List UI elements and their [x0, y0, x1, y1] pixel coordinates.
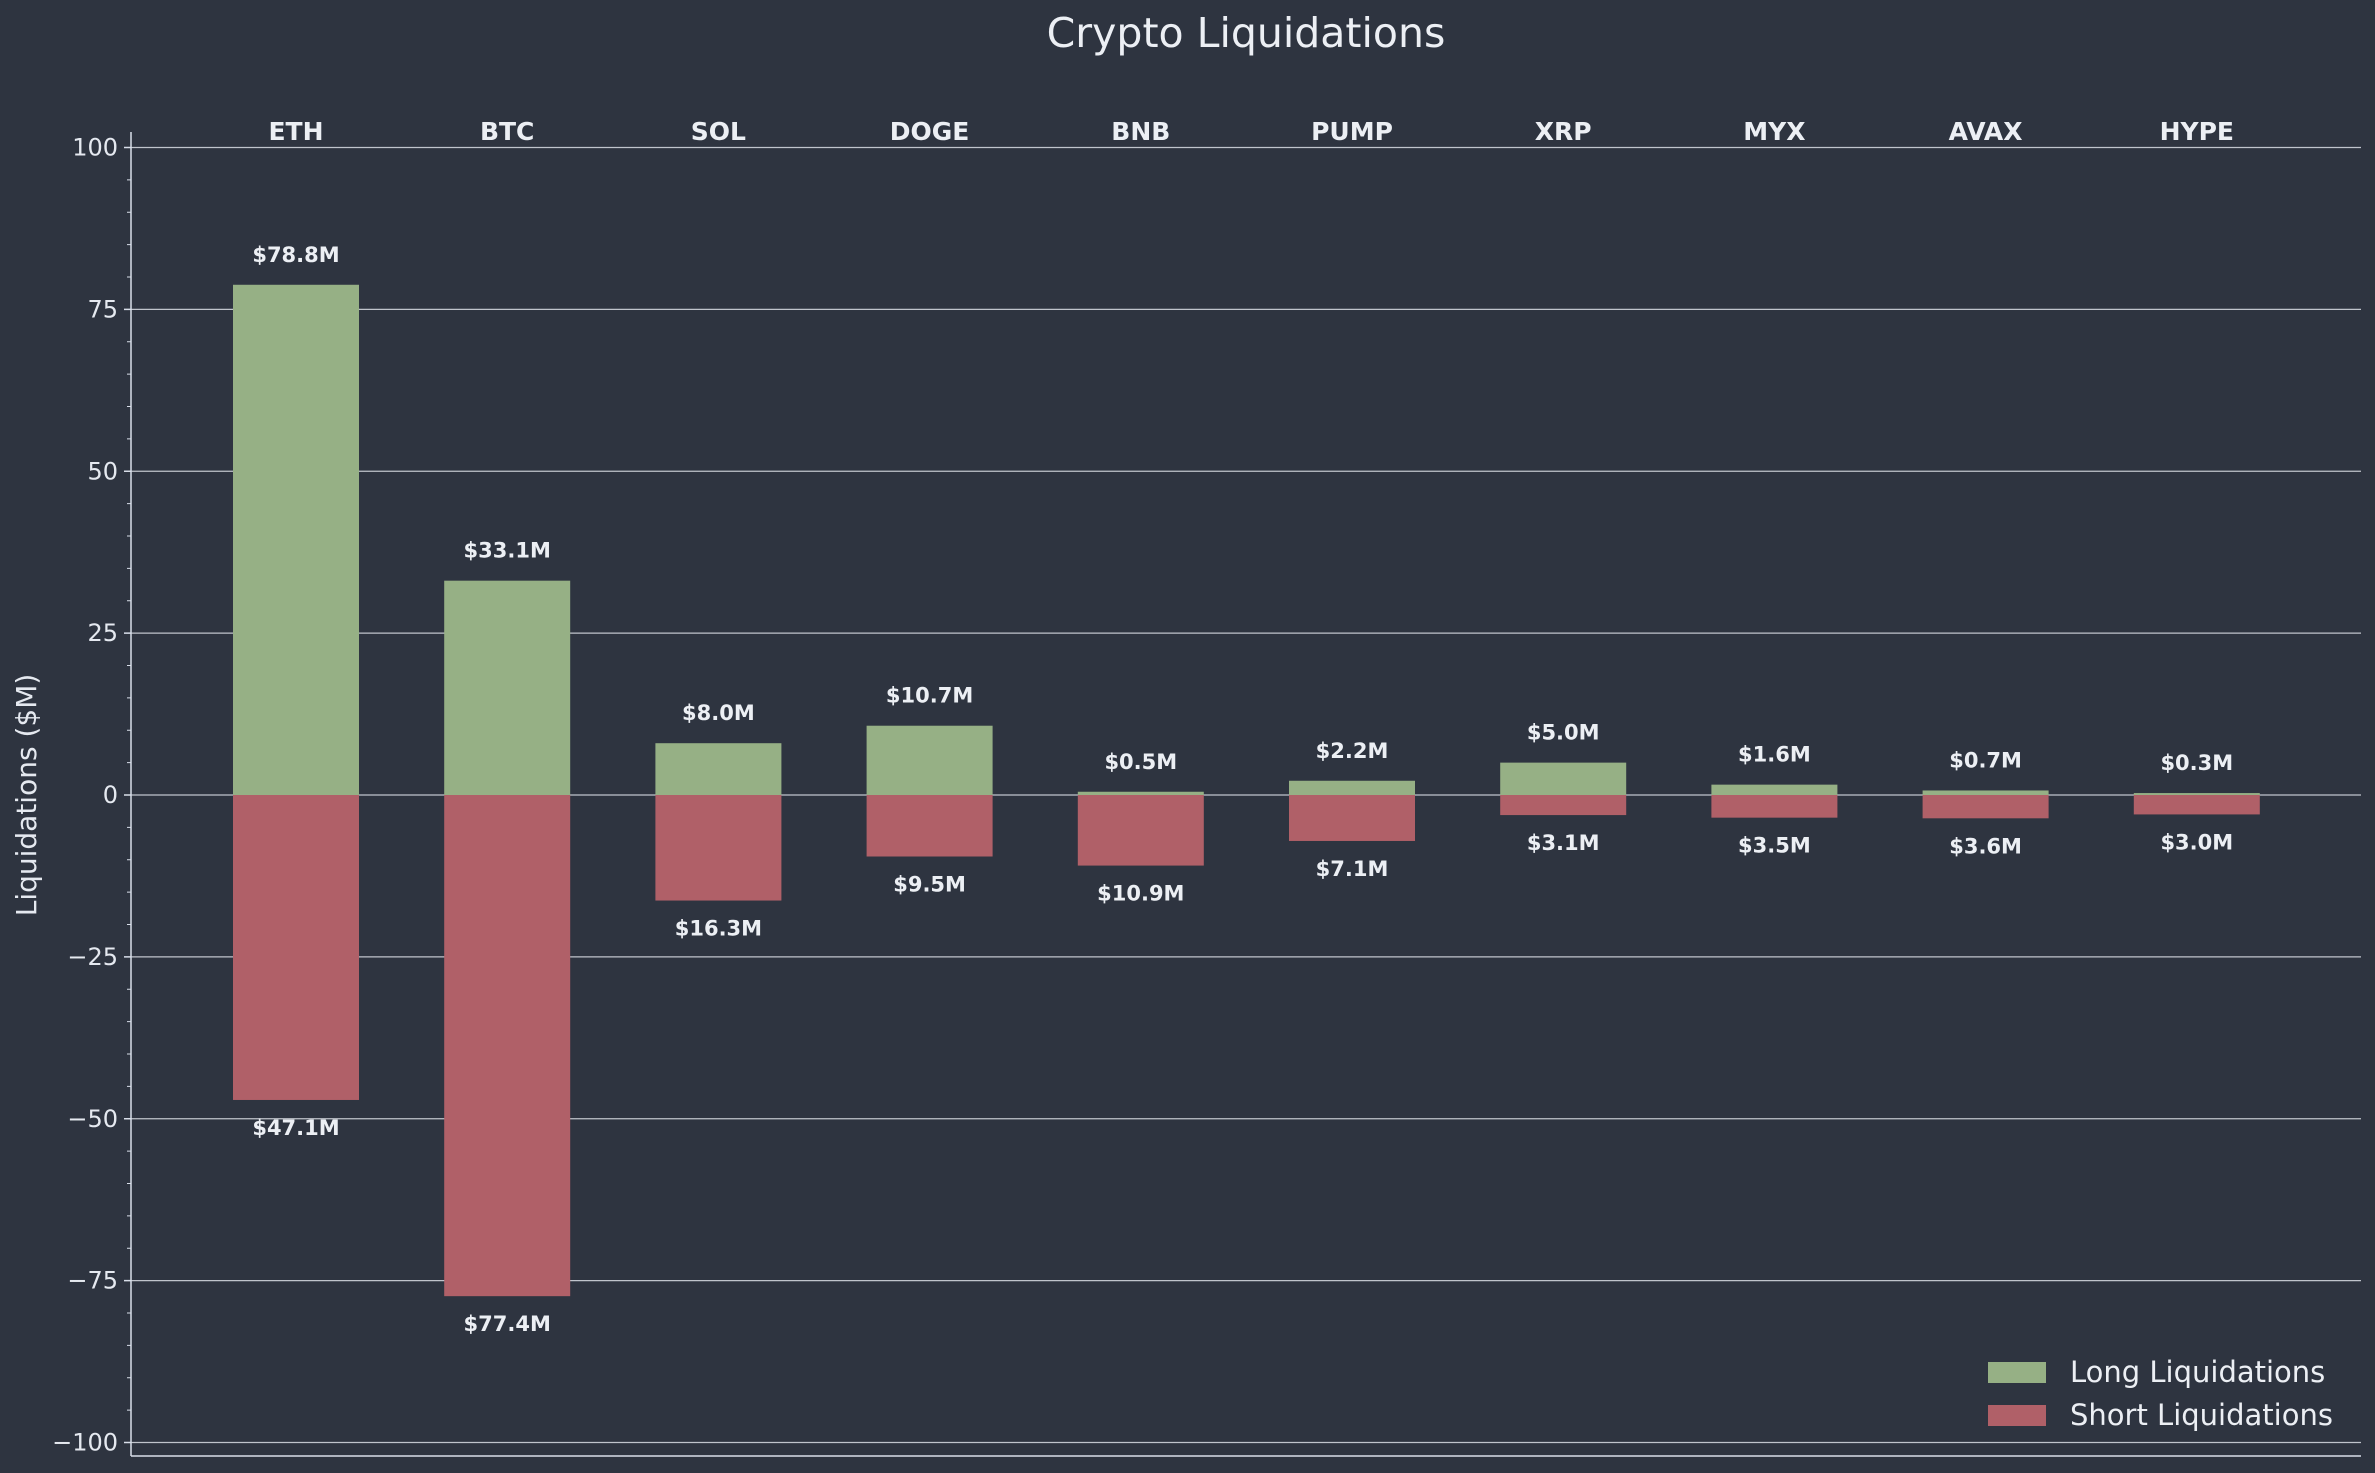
bar-long-eth [233, 284, 359, 795]
legend-swatch-long [1988, 1362, 2046, 1383]
category-label-btc: BTC [480, 117, 534, 146]
data-label-short-myx: $3.5M [1738, 834, 1811, 858]
y-tick-label: 75 [87, 295, 118, 323]
data-label-long-hype: $0.3M [2160, 751, 2233, 775]
data-label-long-xrp: $5.0M [1527, 721, 1600, 745]
bar-long-avax [1922, 790, 2049, 795]
y-tick-label: −50 [67, 1105, 118, 1133]
data-label-short-avax: $3.6M [1949, 834, 2022, 858]
y-tick-label: 0 [103, 781, 118, 809]
data-label-short-pump: $7.1M [1316, 857, 1389, 881]
category-label-sol: SOL [691, 117, 746, 146]
bar-long-pump [1289, 780, 1415, 795]
category-label-myx: MYX [1743, 117, 1805, 146]
bar-short-pump [1289, 795, 1415, 841]
category-label-xrp: XRP [1535, 117, 1592, 146]
data-label-long-eth: $78.8M [252, 243, 339, 267]
category-label-hype: HYPE [2160, 117, 2234, 146]
bar-short-eth [233, 795, 359, 1100]
bar-short-avax [1922, 795, 2049, 819]
data-label-long-myx: $1.6M [1738, 743, 1811, 767]
data-label-long-sol: $8.0M [682, 701, 755, 725]
bar-long-bnb [1077, 791, 1204, 795]
category-label-doge: DOGE [890, 117, 970, 146]
bar-long-hype [2133, 793, 2260, 795]
data-label-short-hype: $3.0M [2160, 830, 2233, 854]
bar-short-bnb [1077, 795, 1204, 866]
category-label-avax: AVAX [1949, 117, 2023, 146]
bar-long-myx [1711, 784, 1838, 795]
bar-long-xrp [1500, 762, 1627, 795]
y-tick-label: 50 [87, 457, 118, 485]
bar-short-doge [866, 795, 993, 857]
bar-short-hype [2133, 795, 2260, 815]
data-label-short-eth: $47.1M [252, 1116, 339, 1140]
category-label-bnb: BNB [1111, 117, 1170, 146]
data-label-short-xrp: $3.1M [1527, 831, 1600, 855]
axis-layer: 100 75 50 25 0 −25 −50 −75 −100 [52, 132, 2361, 1457]
data-label-long-pump: $2.2M [1316, 739, 1389, 763]
data-label-short-btc: $77.4M [464, 1312, 551, 1336]
y-tick-label: 100 [72, 134, 118, 162]
legend-label-long: Long Liquidations [2070, 1355, 2325, 1389]
data-label-long-bnb: $0.5M [1104, 750, 1177, 774]
data-label-short-bnb: $10.9M [1097, 882, 1184, 906]
data-label-long-btc: $33.1M [464, 539, 551, 563]
bar-short-btc [444, 795, 571, 1297]
bar-short-sol [655, 795, 782, 901]
bars-layer [233, 284, 2260, 1297]
category-label-eth: ETH [268, 117, 323, 146]
data-label-short-sol: $16.3M [675, 917, 762, 941]
y-tick-label: −75 [67, 1267, 118, 1295]
y-axis-label: Liquidations ($M) [10, 674, 43, 917]
y-tick-label: −25 [67, 943, 118, 971]
bar-long-btc [444, 580, 571, 795]
category-label-pump: PUMP [1311, 117, 1393, 146]
data-label-short-doge: $9.5M [893, 873, 966, 897]
labels-layer: ETH $78.8M $47.1M BTC $33.1M $77.4M SOL $8.0M $1… [252, 117, 2234, 1336]
bar-short-xrp [1500, 795, 1627, 816]
data-label-long-avax: $0.7M [1949, 748, 2022, 772]
legend-swatch-short [1988, 1405, 2046, 1426]
data-label-long-doge: $10.7M [886, 684, 973, 708]
y-tick-label: −100 [52, 1429, 118, 1457]
legend: Long Liquidations Short Liquidations [1988, 1355, 2333, 1432]
legend-label-short: Short Liquidations [2070, 1398, 2333, 1432]
chart-title: Crypto Liquidations [1047, 9, 1446, 57]
bar-short-myx [1711, 795, 1838, 818]
y-tick-label: 25 [87, 619, 118, 647]
bar-long-sol [655, 743, 782, 795]
bar-long-doge [866, 725, 993, 795]
